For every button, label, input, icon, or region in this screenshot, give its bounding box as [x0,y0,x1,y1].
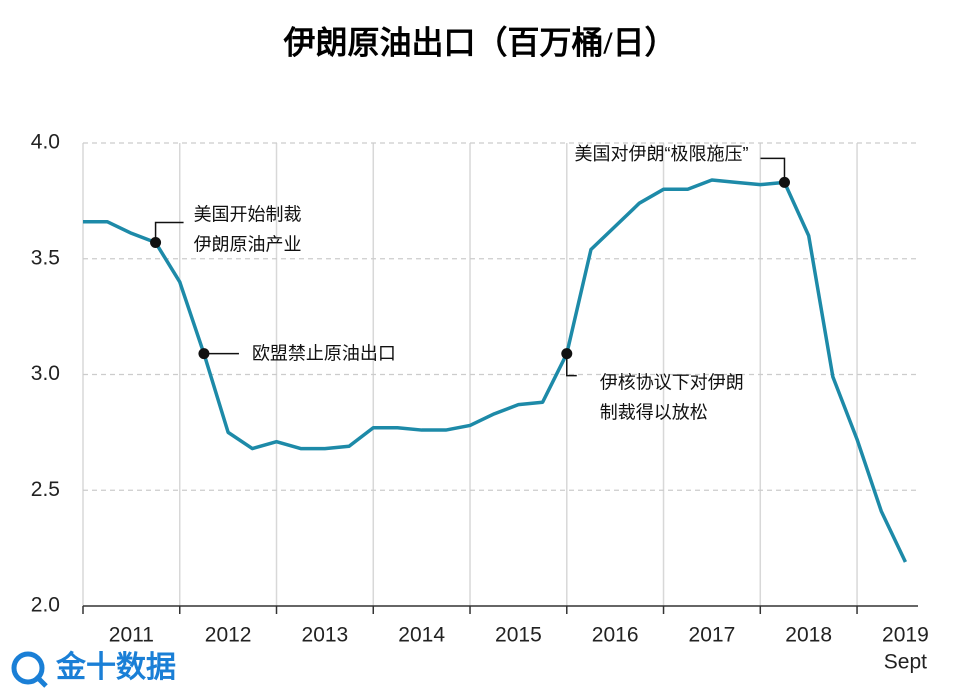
x-tick-label: 2015 [495,624,542,647]
annotation-dot [198,348,210,360]
annotation: 欧盟禁止原油出口 [198,343,396,363]
watermark-text: 金十数据 [55,650,176,684]
x-tick-label: 2011 [109,624,154,647]
x-tick-label: 2019 [882,624,929,647]
x-tick-label: 2012 [205,624,252,647]
logo-tail [34,674,48,688]
annotation-text: 美国开始制裁 [194,204,302,224]
annotation-leader [154,221,184,243]
annotation-text: 美国对伊朗“极限施压” [574,144,748,164]
x-tick-label: 2016 [592,624,639,647]
annotation-leader [566,353,577,377]
annotation-text: 制裁得以放松 [600,402,708,422]
annotation-text: 欧盟禁止原油出口 [252,343,396,363]
annotation: 美国对伊朗“极限施压” [574,144,790,188]
x-last-note: Sept [884,651,927,674]
watermark-logo: 金十数据 [11,650,176,688]
annotation-dot [561,348,573,360]
y-tick-label: 2.5 [31,478,60,501]
logo-ring [11,651,45,685]
y-tick-label: 3.5 [31,246,60,269]
y-tick-label: 4.0 [31,131,60,154]
annotation-dot [778,176,790,188]
annotation-text: 伊核协议下对伊朗 [600,372,744,392]
line-series [83,178,908,563]
annotation-dot [150,237,162,249]
y-tick-label: 2.0 [31,594,60,617]
y-tick-label: 3.0 [31,362,60,385]
x-tick-label: 2018 [785,624,832,647]
x-tick-label: 2013 [302,624,349,647]
x-tick-label: 2014 [398,624,445,647]
annotation-text: 伊朗原油产业 [194,234,302,254]
annotation-leader [760,157,786,183]
chart-title: 伊朗原油出口（百万桶/日） [283,24,677,60]
x-tick-label: 2017 [689,624,736,647]
